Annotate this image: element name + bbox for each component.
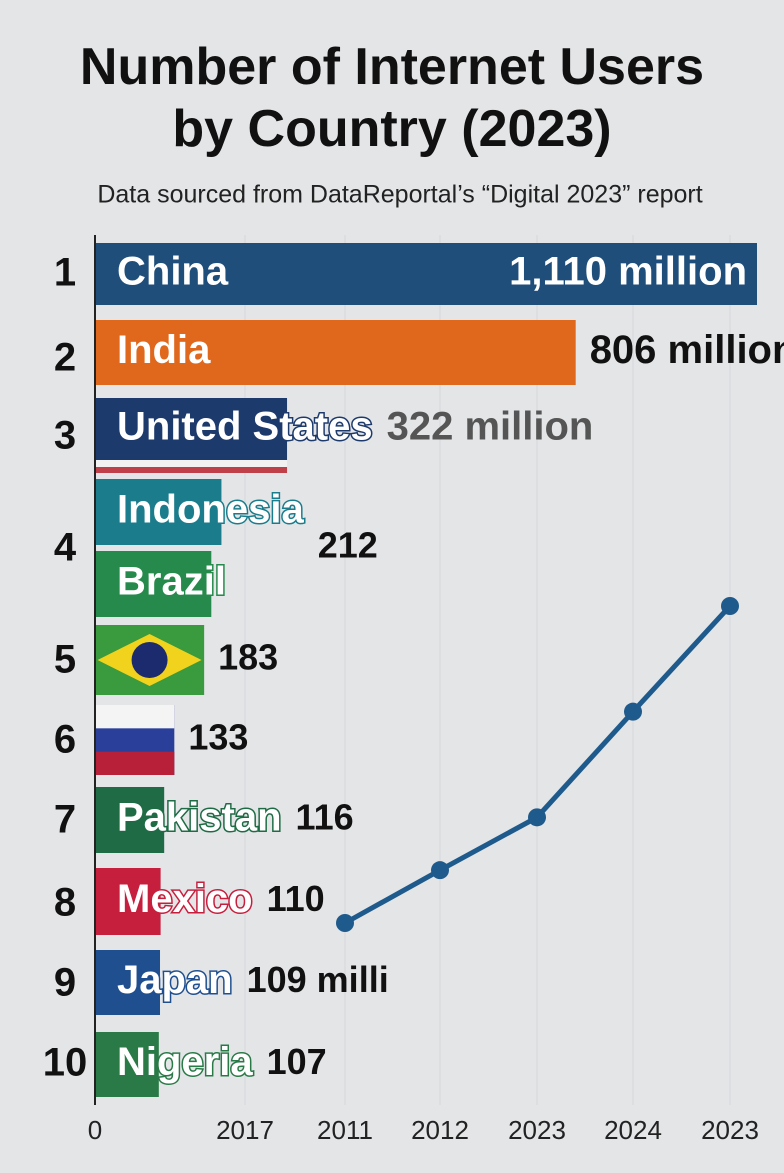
x-tick-label: 2012 <box>411 1115 469 1145</box>
flag-stripe <box>96 705 175 729</box>
rank-label: 6 <box>54 718 76 762</box>
bar-label: Nigeria <box>117 1040 253 1084</box>
rank-label: 10 <box>43 1041 88 1085</box>
chart-subtitle: Data sourced from DataReportal’s “Digita… <box>97 181 702 209</box>
rank-label: 1 <box>54 251 76 295</box>
rank-label: 7 <box>54 798 76 842</box>
x-tick-label: 0 <box>88 1115 102 1145</box>
bar-label: United States <box>117 405 373 449</box>
bar-label: Indonesia <box>117 488 304 532</box>
flag-stripe <box>96 467 288 473</box>
rank-label: 8 <box>54 881 76 925</box>
value-label: 133 <box>188 717 248 758</box>
bar-label: Japan <box>117 958 233 1002</box>
value-label: 806 million <box>590 328 784 372</box>
value-label: 107 <box>267 1041 327 1082</box>
bar-label: Mexico <box>117 877 253 921</box>
rank-label: 3 <box>54 414 76 458</box>
bar <box>96 398 288 460</box>
point <box>431 861 449 880</box>
flag-stripe <box>96 751 175 775</box>
value-label: 116 <box>296 797 354 838</box>
bar <box>96 868 161 935</box>
value-label: 109 milli <box>247 959 389 1000</box>
bar <box>96 787 165 853</box>
bar <box>96 479 222 545</box>
bar <box>96 1032 159 1097</box>
point <box>336 914 354 932</box>
bar-label: Pakistan <box>117 796 282 840</box>
x-tick-label: 2017 <box>216 1115 274 1145</box>
value-label: 212 <box>318 525 378 566</box>
flag-globe <box>131 642 168 678</box>
value-label: 183 <box>218 637 278 678</box>
x-tick-label: 2023 <box>508 1115 566 1145</box>
flag-stripe <box>96 460 288 467</box>
bar-label: India <box>117 328 211 372</box>
x-tick-label: 2023 <box>701 1115 759 1145</box>
chart-title: Number of Internet Users by Country (2023… <box>80 38 704 158</box>
value-label: 110 <box>267 878 325 919</box>
point <box>528 808 546 827</box>
value-label: 322 million <box>387 405 594 449</box>
x-tick-label: 2011 <box>317 1115 373 1145</box>
value-label: 1,110 million <box>509 250 747 294</box>
bar <box>96 243 757 305</box>
point <box>624 702 642 721</box>
point <box>721 597 739 615</box>
rank-label: 5 <box>54 638 76 682</box>
bar <box>96 320 576 385</box>
bar-label: Brazil <box>117 560 226 604</box>
rank-label: 4 <box>54 526 77 570</box>
bar <box>96 950 161 1015</box>
x-tick-label: 2024 <box>604 1115 662 1145</box>
rank-label: 2 <box>54 336 76 380</box>
rank-label: 9 <box>54 961 76 1005</box>
bar-label: China <box>117 250 229 294</box>
bar <box>96 551 212 617</box>
